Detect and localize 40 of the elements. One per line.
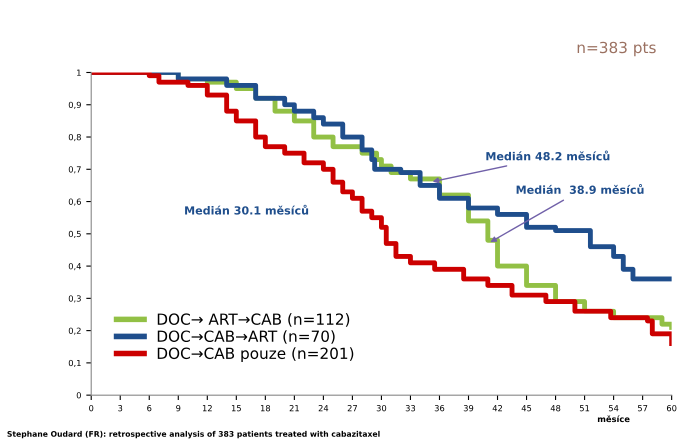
- annotation: Medián 48.2 měsíců: [486, 150, 610, 160]
- x-tick-label: 36: [434, 405, 444, 412]
- y-tick-label: 0,4: [68, 263, 82, 270]
- x-tick-label: 45: [522, 405, 532, 412]
- x-tick-label: 51: [580, 405, 590, 412]
- legend-label: DOC→CAB pouze (n=201): [158, 347, 354, 362]
- x-tick-label: 27: [348, 405, 357, 412]
- y-tick-label: 0: [76, 392, 81, 398]
- y-tick-label: 0,1: [68, 360, 81, 368]
- x-tick-label: 3: [118, 405, 122, 412]
- x-axis-title: měsíce: [598, 415, 630, 422]
- x-tick-label: 57: [638, 405, 648, 412]
- x-tick-label: 9: [176, 405, 180, 412]
- y-tick-label: 0,5: [68, 230, 81, 238]
- x-tick-label: 18: [260, 405, 270, 412]
- y-tick-label: 1: [77, 70, 81, 76]
- legend-label: DOC→CAB→ART (n=70): [158, 330, 335, 344]
- x-tick-label: 33: [406, 405, 416, 412]
- x-tick-label: 21: [290, 405, 299, 412]
- x-tick-label: 39: [464, 405, 474, 412]
- x-tick-label: 60: [666, 405, 676, 412]
- x-tick-label: 30: [376, 405, 386, 412]
- x-tick-label: 6: [147, 405, 152, 412]
- x-tick-label: 12: [202, 405, 212, 412]
- x-tick-label: 42: [492, 405, 502, 412]
- y-tick-label: 0,7: [68, 166, 81, 174]
- x-tick-label: 24: [318, 405, 328, 412]
- x-tick-label: 15: [232, 405, 241, 412]
- y-tick-label: 0,8: [68, 134, 81, 142]
- legend-label: DOC→ ART→CAB (n=112): [158, 313, 350, 327]
- x-tick-label: 48: [550, 405, 560, 412]
- x-tick-label: 54: [608, 405, 618, 412]
- annotation: Medián 38.9 měsíců: [516, 184, 644, 194]
- y-tick-label: 0,6: [68, 198, 81, 206]
- annotation: Medián 30.1 měsíců: [185, 204, 308, 215]
- y-tick-label: 0,9: [68, 102, 81, 109]
- x-tick-label: 0: [89, 405, 94, 412]
- text: n=383 pts: [578, 42, 656, 56]
- y-tick-label: 0,2: [68, 328, 81, 335]
- y-tick-label: 0,3: [68, 295, 81, 302]
